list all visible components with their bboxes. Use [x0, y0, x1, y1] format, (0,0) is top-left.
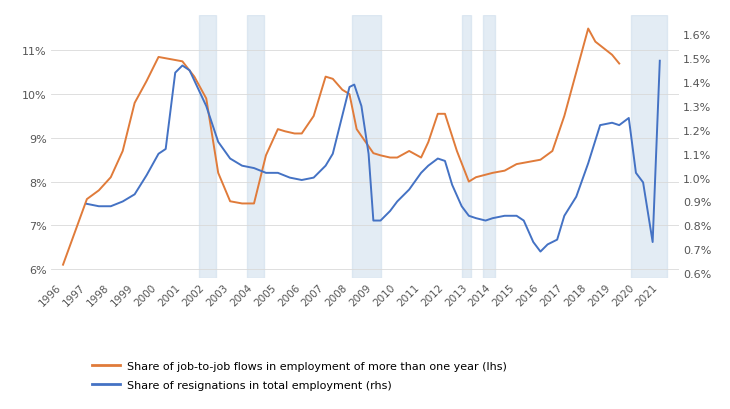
Bar: [461, 16, 472, 278]
Bar: [199, 16, 216, 278]
Legend: Share of job-to-job flows in employment of more than one year (lhs), Share of re: Share of job-to-job flows in employment …: [88, 357, 511, 395]
Bar: [352, 16, 380, 278]
Bar: [483, 16, 495, 278]
Bar: [631, 16, 667, 278]
Bar: [247, 16, 264, 278]
